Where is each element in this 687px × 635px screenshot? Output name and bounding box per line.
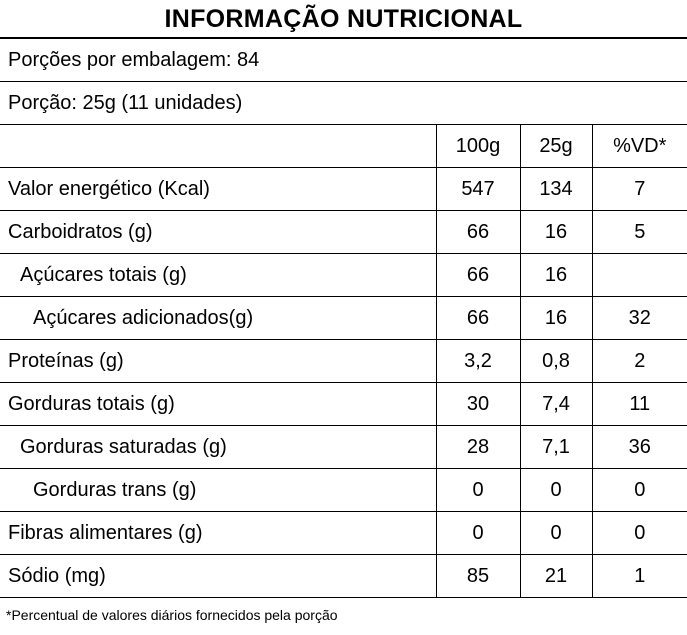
value-vd: 0 bbox=[591, 468, 687, 512]
value-100g: 66 bbox=[435, 296, 520, 340]
value-25g: 21 bbox=[519, 554, 592, 598]
value-100g: 85 bbox=[435, 554, 520, 598]
value-25g: 0 bbox=[519, 511, 592, 555]
value-25g: 134 bbox=[519, 167, 592, 211]
value-100g: 0 bbox=[435, 511, 520, 555]
column-header-row: 100g 25g %VD* bbox=[0, 124, 687, 168]
value-100g: 66 bbox=[435, 210, 520, 254]
value-100g: 547 bbox=[435, 167, 520, 211]
column-header-100g: 100g bbox=[435, 124, 520, 168]
value-vd: 1 bbox=[591, 554, 687, 598]
value-25g: 7,1 bbox=[519, 425, 592, 469]
servings-row: Porções por embalagem: 84 bbox=[0, 37, 687, 82]
table-row: Gorduras saturadas (g) 28 7,1 36 bbox=[0, 425, 687, 469]
serving-size-row: Porção: 25g (11 unidades) bbox=[0, 81, 687, 125]
value-vd: 0 bbox=[591, 511, 687, 555]
value-25g: 0 bbox=[519, 468, 592, 512]
nutrient-name: Gorduras saturadas (g) bbox=[0, 425, 436, 469]
value-25g: 16 bbox=[519, 296, 592, 340]
nutrition-table: Porções por embalagem: 84 Porção: 25g (1… bbox=[0, 37, 687, 598]
table-row: Açúcares adicionados(g) 66 16 32 bbox=[0, 296, 687, 340]
column-header-25g: 25g bbox=[519, 124, 592, 168]
table-row: Sódio (mg) 85 21 1 bbox=[0, 554, 687, 598]
nutrient-name: Gorduras trans (g) bbox=[0, 468, 436, 512]
nutrient-name: Açúcares totais (g) bbox=[0, 253, 436, 297]
nutrient-name: Valor energético (Kcal) bbox=[0, 167, 436, 211]
value-vd: 11 bbox=[591, 382, 687, 426]
value-25g: 7,4 bbox=[519, 382, 592, 426]
label-title: INFORMAÇÃO NUTRICIONAL bbox=[164, 5, 523, 33]
value-100g: 0 bbox=[435, 468, 520, 512]
value-25g: 16 bbox=[519, 253, 592, 297]
nutrient-name: Proteínas (g) bbox=[0, 339, 436, 383]
table-row: Gorduras trans (g) 0 0 0 bbox=[0, 468, 687, 512]
table-row: Açúcares totais (g) 66 16 bbox=[0, 253, 687, 297]
value-100g: 66 bbox=[435, 253, 520, 297]
value-vd bbox=[591, 253, 687, 297]
footnote: *Percentual de valores diários fornecido… bbox=[6, 607, 338, 623]
value-vd: 5 bbox=[591, 210, 687, 254]
value-vd: 7 bbox=[591, 167, 687, 211]
value-100g: 28 bbox=[435, 425, 520, 469]
nutrient-name: Fibras alimentares (g) bbox=[0, 511, 436, 555]
nutrient-name: Sódio (mg) bbox=[0, 554, 436, 598]
value-25g: 16 bbox=[519, 210, 592, 254]
value-vd: 36 bbox=[591, 425, 687, 469]
nutrient-name: Açúcares adicionados(g) bbox=[0, 296, 436, 340]
table-row: Gorduras totais (g) 30 7,4 11 bbox=[0, 382, 687, 426]
table-row: Proteínas (g) 3,2 0,8 2 bbox=[0, 339, 687, 383]
nutrient-name: Gorduras totais (g) bbox=[0, 382, 436, 426]
table-row: Valor energético (Kcal) 547 134 7 bbox=[0, 167, 687, 211]
value-vd: 32 bbox=[591, 296, 687, 340]
servings-per-package: Porções por embalagem: 84 bbox=[0, 37, 687, 82]
table-row: Carboidratos (g) 66 16 5 bbox=[0, 210, 687, 254]
table-row: Fibras alimentares (g) 0 0 0 bbox=[0, 511, 687, 555]
value-vd: 2 bbox=[591, 339, 687, 383]
column-header-vd: %VD* bbox=[591, 124, 687, 168]
value-25g: 0,8 bbox=[519, 339, 592, 383]
nutrient-name: Carboidratos (g) bbox=[0, 210, 436, 254]
value-100g: 30 bbox=[435, 382, 520, 426]
header-blank-cell bbox=[0, 124, 436, 168]
serving-size: Porção: 25g (11 unidades) bbox=[0, 81, 687, 125]
value-100g: 3,2 bbox=[435, 339, 520, 383]
